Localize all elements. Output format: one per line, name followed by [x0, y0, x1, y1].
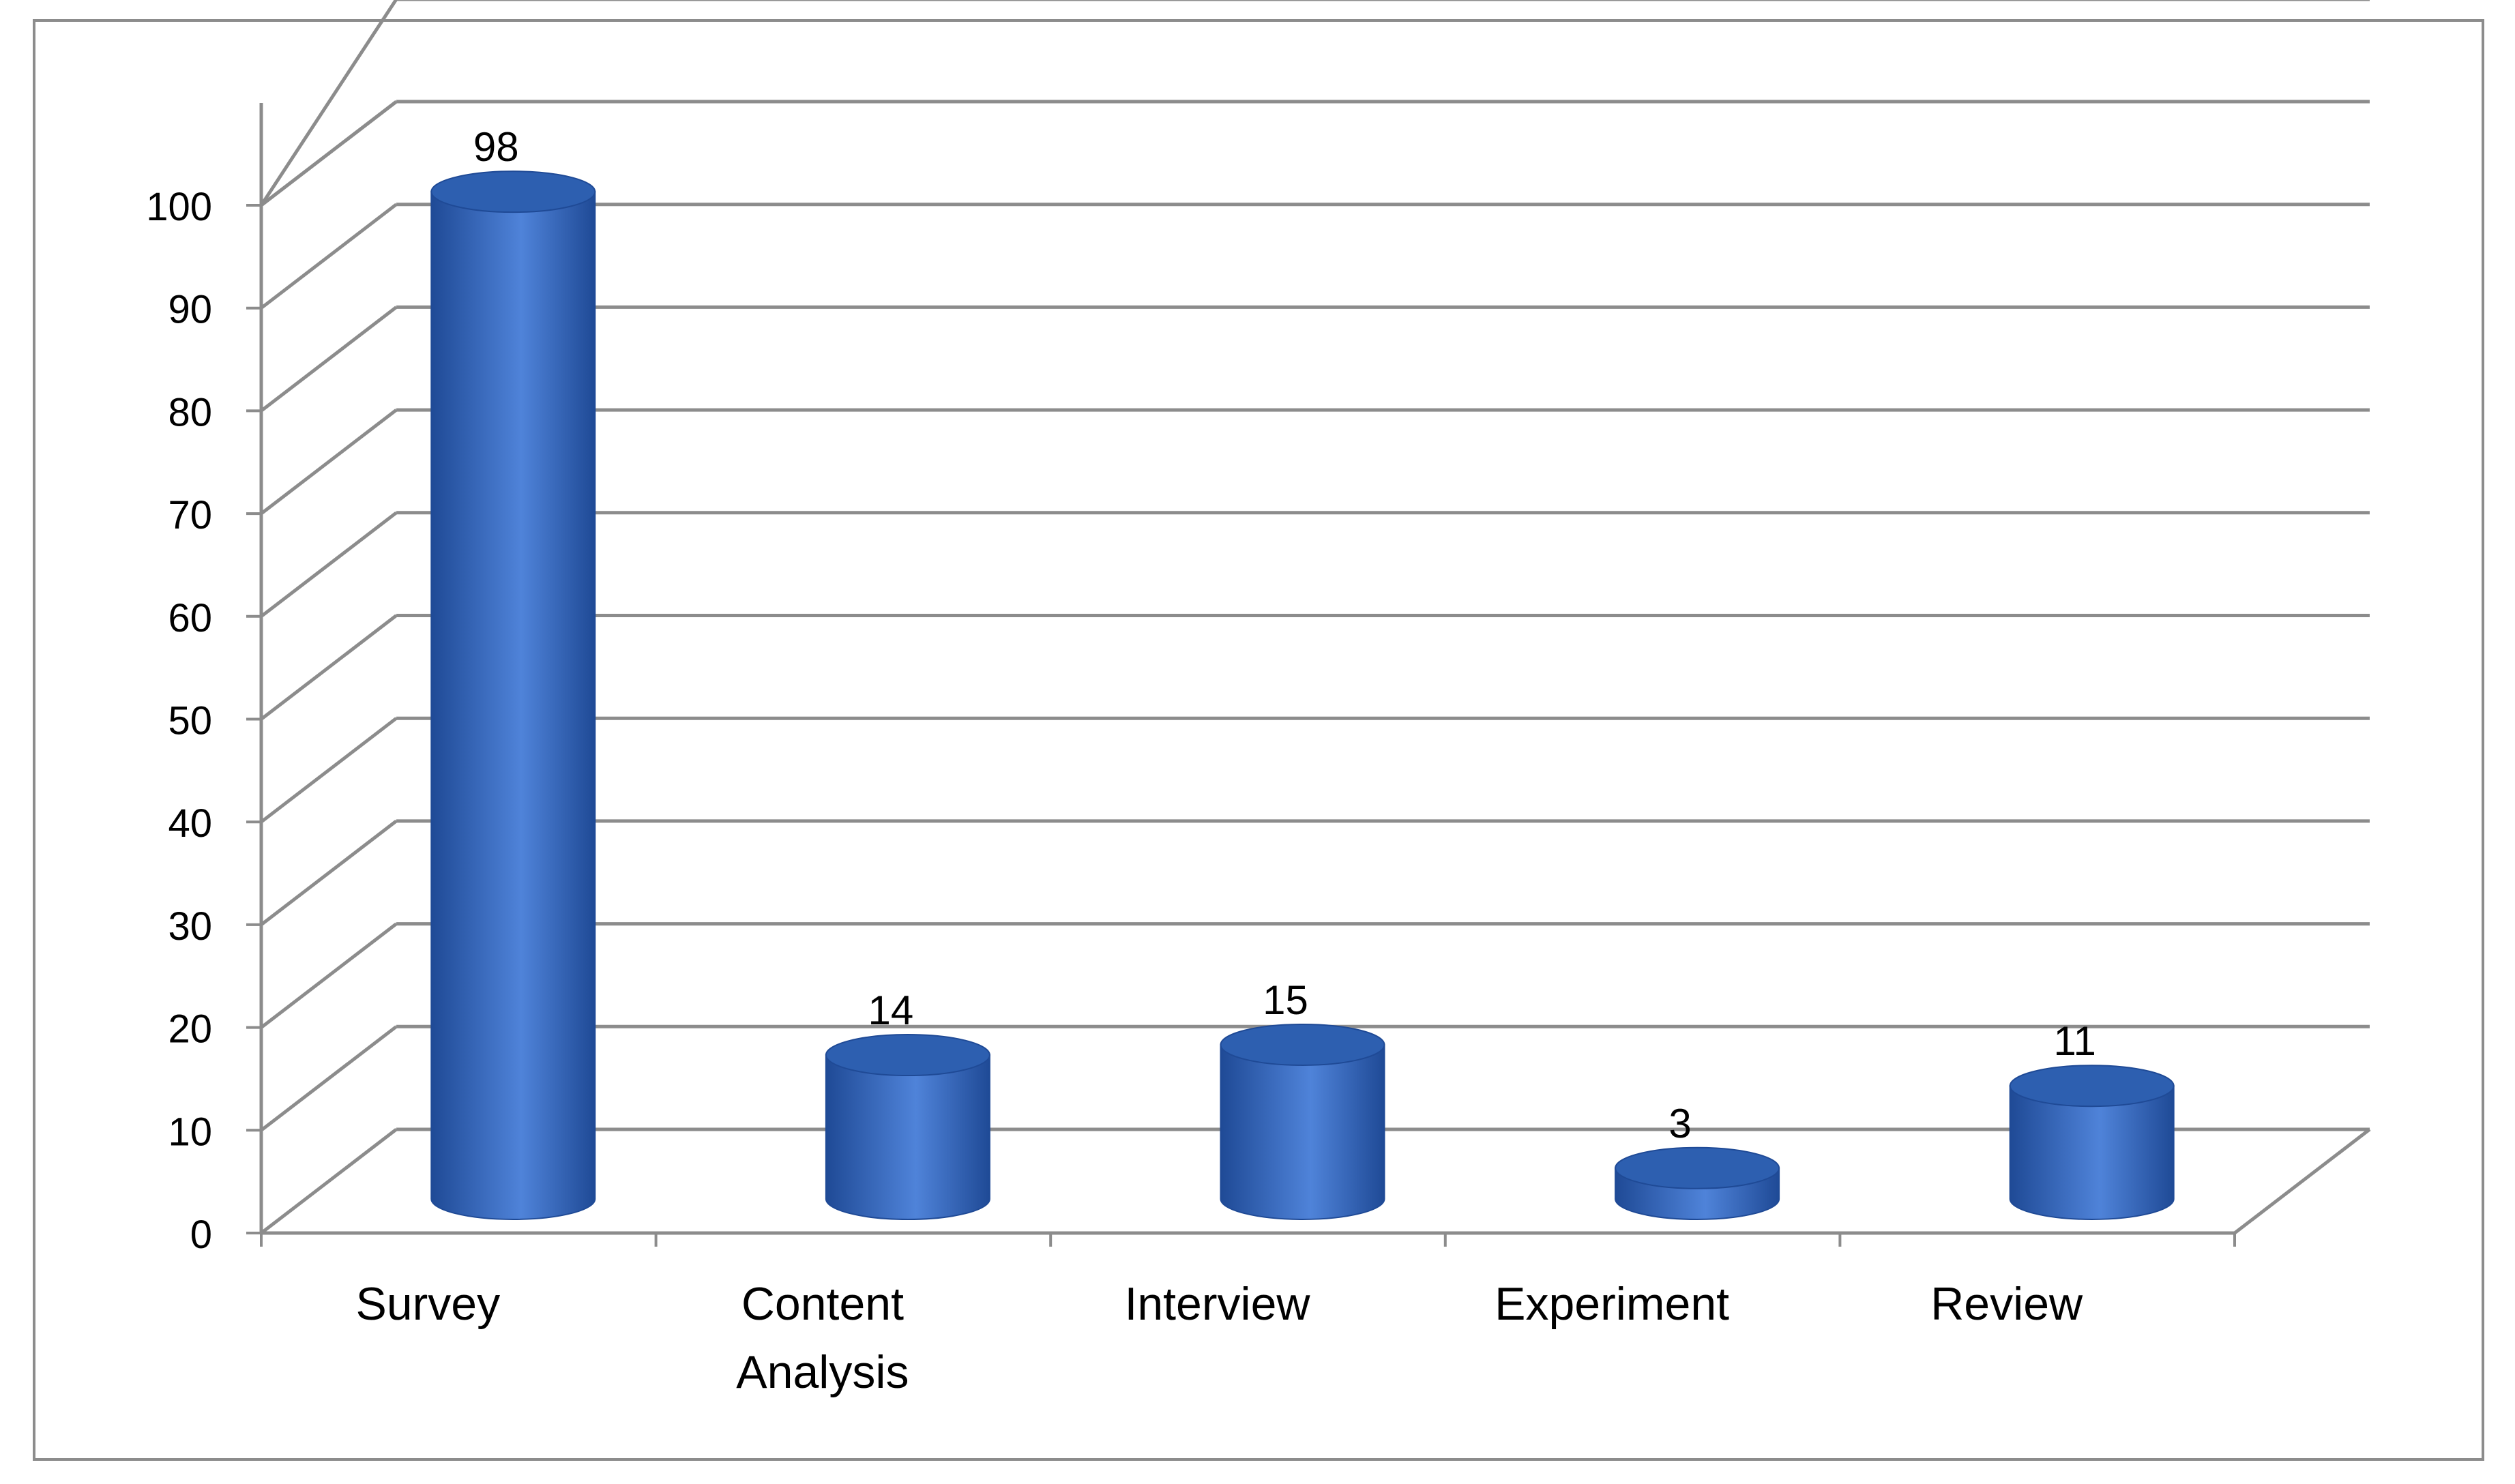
gridline-diagonal	[260, 203, 398, 310]
gridline-diagonal	[260, 409, 398, 516]
bar	[825, 1034, 990, 1220]
bar-top	[1615, 1146, 1780, 1189]
data-label: 98	[473, 124, 519, 170]
bar	[1615, 1146, 1780, 1220]
y-tick-label: 80	[168, 390, 212, 434]
x-tick-label: Review	[1930, 1278, 2083, 1330]
gridline-diagonal	[260, 1128, 398, 1234]
bar-top	[825, 1034, 990, 1077]
data-label: 14	[868, 988, 914, 1033]
gridlines	[259, 0, 2370, 1234]
data-label: 3	[1668, 1101, 1691, 1146]
y-tick-label: 30	[168, 904, 212, 949]
x-tick-label: Interview	[1124, 1278, 1310, 1330]
y-tick-label: 40	[168, 801, 212, 846]
y-tick-label: 20	[168, 1007, 212, 1052]
y-tick-label: 70	[168, 493, 212, 537]
x-tick-label: Analysis	[736, 1346, 909, 1398]
chart-border	[33, 19, 2484, 1461]
bars	[430, 170, 2175, 1220]
wall-edge	[260, 100, 398, 207]
x-tick-label: Content	[741, 1278, 904, 1330]
gridline-diagonal	[260, 306, 398, 413]
gridline-diagonal	[260, 614, 398, 721]
bar-top	[2009, 1065, 2175, 1108]
y-tick-label: 60	[168, 596, 212, 640]
gridline-diagonal	[260, 511, 398, 618]
bar-top	[1220, 1023, 1385, 1066]
bar	[430, 170, 596, 1220]
x-tick-label: Survey	[355, 1278, 500, 1330]
y-tick-label: 50	[168, 699, 212, 743]
data-label: 15	[1263, 977, 1308, 1023]
gridline-diagonal	[260, 922, 398, 1029]
bar-top	[430, 170, 596, 213]
labels: 0 10 20 30 40 50 60 70 80 90 100 98 Survey 14 Content A…	[146, 124, 2096, 1398]
axes	[246, 103, 2371, 1247]
y-tick-label: 90	[168, 288, 212, 332]
floor-edge	[2233, 1128, 2371, 1234]
bar	[2009, 1065, 2175, 1220]
wall-edge-top	[259, 0, 398, 207]
gridline-diagonal	[260, 1025, 398, 1132]
x-tick-label: Experiment	[1495, 1278, 1729, 1330]
y-tick-label: 0	[190, 1213, 212, 1257]
y-tick-label: 100	[146, 185, 212, 229]
bar-body	[430, 191, 596, 1220]
gridline-diagonal	[260, 717, 398, 824]
bar-body	[2009, 1085, 2175, 1220]
bar-body	[1220, 1043, 1385, 1220]
data-label: 11	[2054, 1018, 2096, 1064]
bar	[1220, 1023, 1385, 1220]
y-tick-label: 10	[168, 1110, 212, 1154]
gridline-diagonal	[260, 819, 398, 926]
bar-body	[825, 1054, 990, 1220]
